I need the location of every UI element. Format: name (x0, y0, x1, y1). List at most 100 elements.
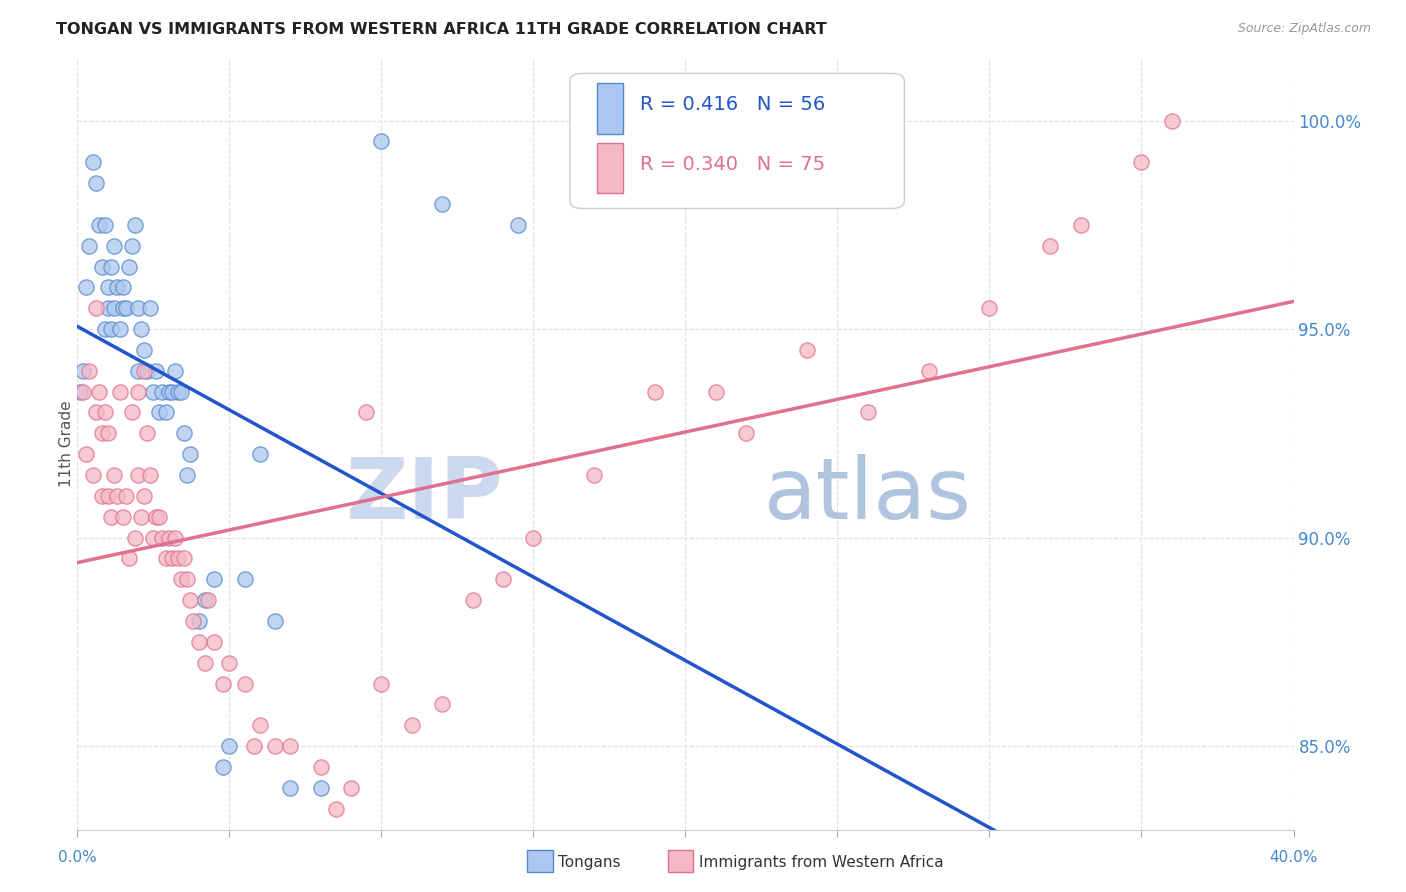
Point (163, 531, 186, 545)
Point (79, 238, 101, 252)
Point (118, 551, 141, 566)
FancyBboxPatch shape (596, 143, 623, 193)
Point (212, 760, 235, 774)
Point (75, 280, 97, 294)
Point (121, 238, 143, 252)
Text: 40.0%: 40.0% (1270, 850, 1317, 865)
Point (309, 780, 332, 795)
Point (233, 676, 256, 690)
Point (108, 384, 131, 399)
Point (522, 531, 544, 545)
Point (87, 384, 110, 399)
Point (704, 384, 727, 399)
Point (242, 739, 264, 753)
FancyBboxPatch shape (569, 73, 904, 209)
Point (105, 489, 128, 503)
Point (979, 301, 1001, 316)
Point (173, 426, 195, 441)
Point (115, 301, 138, 316)
Point (148, 405, 170, 419)
Point (69, 384, 91, 399)
Point (97, 280, 120, 294)
Point (108, 322, 131, 336)
Point (401, 718, 423, 732)
Point (218, 739, 240, 753)
Text: Source: ZipAtlas.com: Source: ZipAtlas.com (1237, 22, 1371, 36)
Point (152, 531, 174, 545)
Point (100, 322, 122, 336)
Point (97, 426, 120, 441)
Point (93, 218, 115, 232)
Point (354, 405, 377, 419)
Point (157, 384, 180, 399)
Point (72, 384, 94, 399)
Point (93, 405, 115, 419)
Point (93, 322, 115, 336)
Text: atlas: atlas (763, 454, 972, 537)
Point (157, 531, 180, 545)
Point (340, 780, 363, 795)
Point (100, 509, 122, 524)
Point (188, 635, 211, 649)
Point (461, 593, 484, 607)
Point (1161, 113, 1184, 128)
Point (197, 593, 219, 607)
Point (233, 572, 256, 586)
Point (202, 572, 225, 586)
Point (155, 405, 177, 419)
Point (139, 301, 162, 316)
Point (309, 760, 332, 774)
Point (90, 260, 112, 274)
Point (127, 468, 149, 483)
Point (103, 468, 125, 483)
Point (583, 468, 606, 483)
Point (111, 280, 134, 294)
Point (202, 635, 225, 649)
Point (170, 384, 193, 399)
Point (278, 739, 301, 753)
Point (134, 489, 156, 503)
Point (160, 384, 183, 399)
Point (111, 509, 134, 524)
Point (127, 301, 149, 316)
Point (145, 364, 167, 378)
Point (115, 489, 138, 503)
Point (796, 343, 818, 357)
Point (249, 447, 271, 461)
Text: R = 0.340   N = 75: R = 0.340 N = 75 (640, 155, 825, 174)
Point (72, 364, 94, 378)
Point (87, 218, 110, 232)
Point (127, 384, 149, 399)
Point (492, 572, 515, 586)
Point (155, 551, 177, 566)
Point (136, 364, 159, 378)
Point (75, 447, 97, 461)
Point (118, 260, 141, 274)
Point (111, 301, 134, 316)
Text: TONGAN VS IMMIGRANTS FROM WESTERN AFRICA 11TH GRADE CORRELATION CHART: TONGAN VS IMMIGRANTS FROM WESTERN AFRICA… (56, 22, 827, 37)
Point (430, 698, 453, 712)
Point (1130, 155, 1153, 169)
Point (97, 301, 120, 316)
Point (508, 218, 530, 232)
Point (90, 426, 112, 441)
Point (127, 364, 149, 378)
Point (82, 155, 104, 169)
Point (856, 405, 879, 419)
FancyBboxPatch shape (527, 850, 553, 872)
Point (735, 426, 758, 441)
Point (124, 531, 146, 545)
Point (145, 509, 167, 524)
Point (173, 551, 195, 566)
Point (166, 551, 188, 566)
Text: ZIP: ZIP (346, 454, 503, 537)
Point (121, 405, 143, 419)
Point (103, 238, 125, 252)
Point (100, 260, 122, 274)
Point (179, 593, 201, 607)
Point (188, 614, 211, 628)
Point (166, 384, 188, 399)
Point (97, 489, 120, 503)
Text: 0.0%: 0.0% (58, 850, 97, 865)
Point (194, 656, 217, 670)
